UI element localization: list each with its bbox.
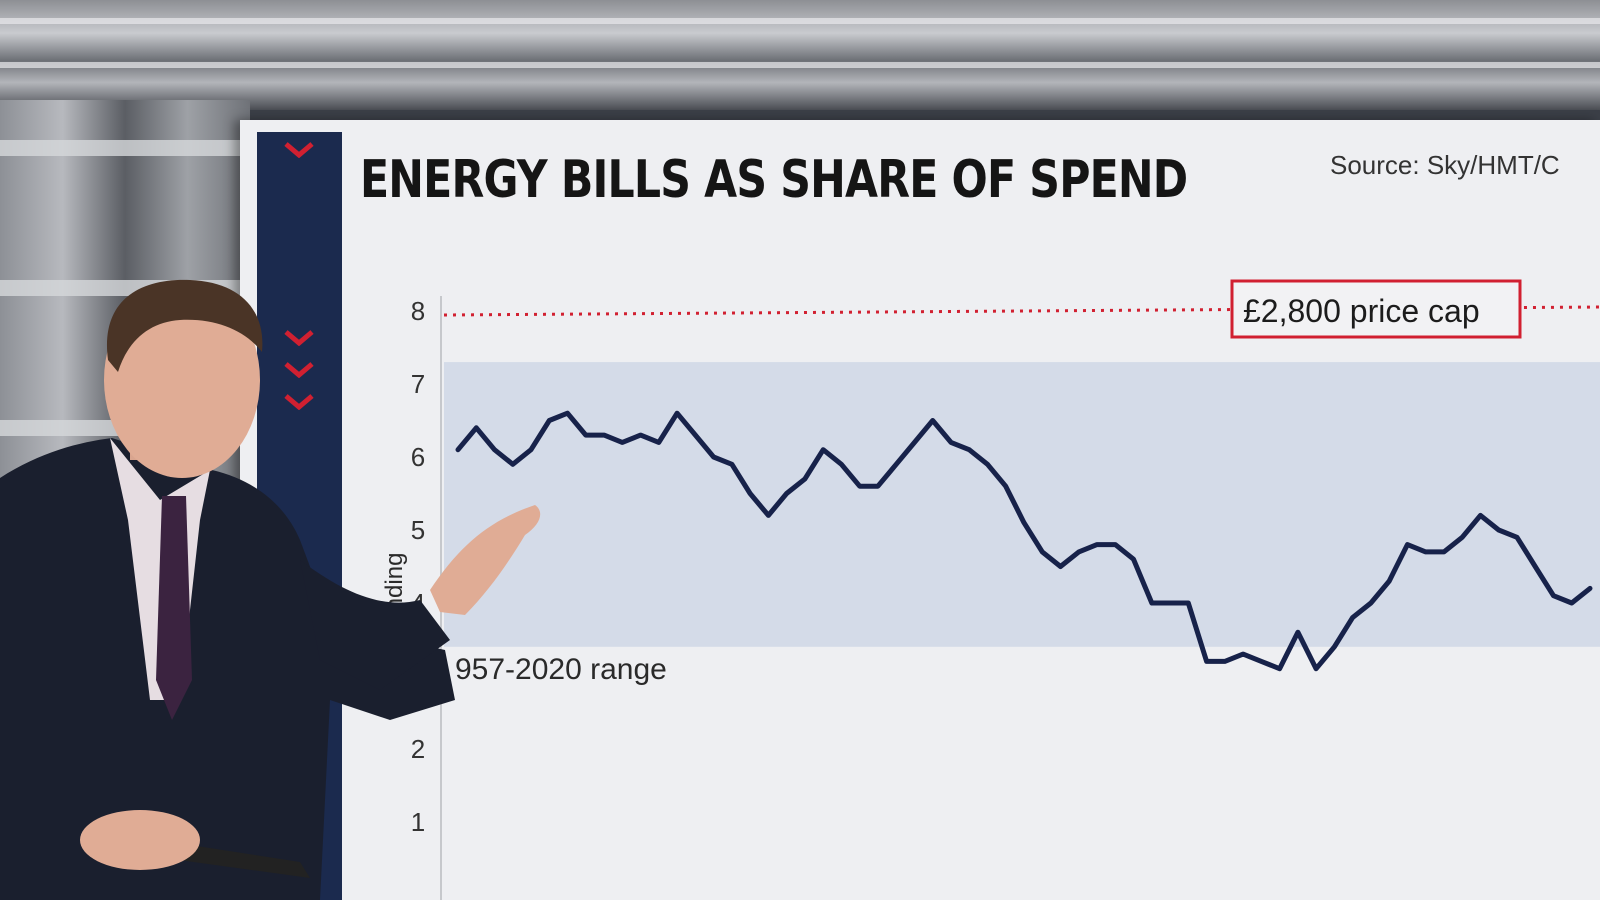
data-point	[530, 449, 532, 451]
data-point	[512, 463, 514, 465]
data-point	[877, 485, 879, 487]
data-point	[731, 463, 733, 465]
data-point	[1388, 580, 1390, 582]
data-point	[640, 434, 642, 436]
data-point	[767, 514, 769, 516]
data-point	[1443, 551, 1445, 553]
data-point	[1333, 646, 1335, 648]
data-point	[1151, 602, 1153, 604]
data-point	[713, 456, 715, 458]
y-tick-label: 1	[411, 807, 425, 837]
data-point	[859, 485, 861, 487]
data-point	[1571, 602, 1573, 604]
data-point	[840, 463, 842, 465]
series-points	[457, 412, 1591, 670]
studio-ceiling	[0, 0, 1600, 110]
data-point	[1169, 602, 1171, 604]
chevron-down-icon	[284, 142, 314, 158]
data-point	[822, 449, 824, 451]
price-cap-label: £2,800 price cap	[1243, 293, 1480, 329]
data-point	[457, 449, 459, 451]
presenter-lower-hand	[80, 810, 200, 870]
data-point	[932, 420, 934, 421]
data-point	[786, 493, 788, 494]
data-point	[913, 441, 915, 443]
chart-title: ENERGY BILLS AS SHARE OF SPEND	[360, 150, 1188, 210]
data-point	[749, 493, 751, 494]
range-band-label: 957-2020 range	[455, 653, 667, 686]
y-tick-label: 2	[411, 734, 425, 764]
data-point	[1552, 595, 1554, 597]
data-point	[548, 420, 550, 421]
chevron-down-icon	[284, 394, 314, 410]
data-point	[986, 463, 988, 465]
data-point	[1406, 544, 1408, 546]
data-point	[895, 463, 897, 465]
presenter-hair	[106, 279, 263, 372]
data-point	[1041, 551, 1043, 553]
data-point	[1534, 566, 1536, 567]
data-point	[694, 434, 696, 436]
data-point	[676, 412, 678, 414]
data-point	[1206, 660, 1208, 662]
data-point	[1224, 660, 1226, 662]
data-point	[1461, 536, 1463, 538]
y-tick-label: 6	[411, 442, 425, 472]
presenter-suit	[0, 438, 455, 900]
presenter-hand	[430, 505, 541, 615]
data-point	[1114, 544, 1116, 546]
data-point	[804, 478, 806, 480]
data-point	[1187, 602, 1189, 604]
data-point	[1297, 631, 1299, 633]
y-tick-label: 8	[411, 296, 425, 326]
data-point	[1260, 660, 1262, 662]
presenter-arm	[300, 560, 450, 690]
data-point	[1096, 544, 1098, 546]
y-tick-label: 5	[411, 515, 425, 545]
data-point	[621, 441, 623, 443]
data-point	[494, 449, 496, 451]
data-point	[1060, 566, 1062, 567]
data-point	[603, 434, 605, 436]
data-point	[1279, 668, 1281, 670]
presenter-tie	[156, 496, 192, 720]
range-band	[444, 362, 1600, 647]
data-point	[475, 427, 477, 429]
data-point	[585, 434, 587, 436]
y-tick-label: 7	[411, 369, 425, 399]
data-point	[1370, 602, 1372, 604]
data-point	[968, 449, 970, 451]
data-point	[567, 412, 569, 414]
data-point	[1315, 668, 1317, 670]
data-point	[1352, 617, 1354, 619]
chevron-down-icon	[284, 362, 314, 378]
chevron-down-icon	[284, 330, 314, 346]
data-point	[1078, 551, 1080, 553]
data-point	[1589, 587, 1591, 589]
data-point	[1023, 522, 1025, 524]
price-cap-label-box	[1230, 279, 1522, 339]
data-point	[1242, 653, 1244, 655]
data-point	[658, 441, 660, 443]
chart-source: Source: Sky/HMT/C	[1330, 150, 1560, 180]
data-point	[1005, 485, 1007, 487]
data-point	[1479, 514, 1481, 516]
data-point	[1425, 551, 1427, 553]
data-point	[950, 441, 952, 443]
data-point	[1498, 529, 1500, 531]
data-point	[1133, 558, 1135, 560]
data-point	[1516, 536, 1518, 538]
